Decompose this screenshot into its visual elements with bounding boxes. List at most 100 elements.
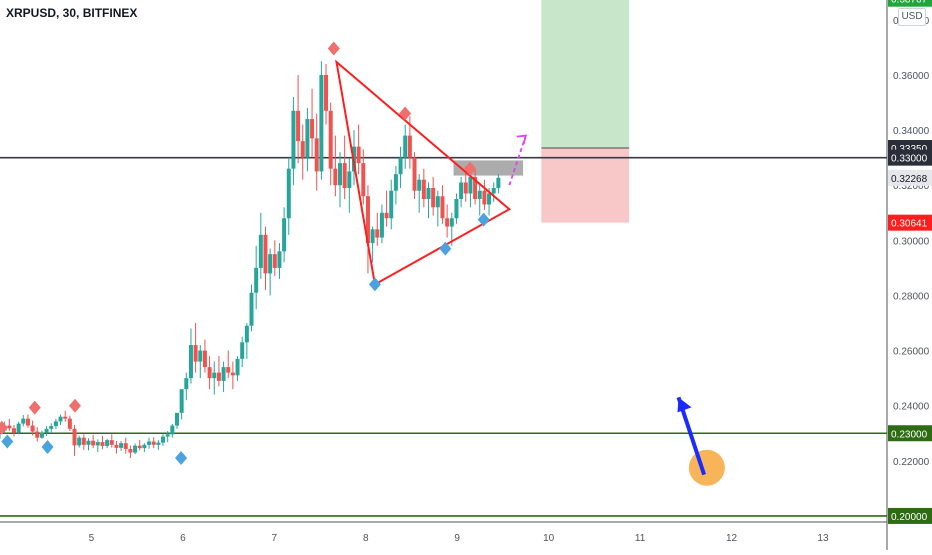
y-tick-label: 0.30000: [893, 236, 930, 247]
candle-body: [137, 445, 142, 449]
price-label-top: [888, 0, 932, 7]
position-loss-zone: [541, 148, 630, 223]
candle-body: [375, 229, 380, 238]
pivot-high-marker: [68, 398, 81, 413]
candle-body: [417, 179, 422, 191]
x-tick-label: 9: [454, 533, 460, 544]
candle-body: [7, 425, 12, 429]
candle-body: [449, 218, 454, 227]
candle-body: [496, 177, 501, 188]
candle-body: [105, 440, 110, 446]
price-label-stop: [888, 214, 932, 231]
candle-body: [370, 229, 375, 244]
candle-body: [482, 190, 487, 205]
candle-body: [193, 345, 198, 362]
candle-body: [454, 198, 459, 219]
price-label-level-033: [888, 149, 932, 166]
price-label-text-support-020: 0.20000: [891, 512, 928, 523]
candle-body: [277, 251, 282, 268]
candle-body: [435, 196, 440, 208]
candle-body: [379, 212, 384, 238]
price-label-text-top: 0.38767: [891, 0, 928, 6]
candle-body: [347, 171, 352, 188]
candle-body: [314, 138, 319, 172]
x-tick-label: 12: [726, 533, 738, 544]
candle-body: [459, 182, 464, 199]
candle-body: [221, 367, 226, 381]
candle-body: [333, 168, 338, 186]
candle-body: [100, 442, 105, 446]
consolidation-box: [453, 160, 524, 176]
candle-body: [254, 267, 259, 293]
candle-body: [328, 110, 333, 169]
candle-body: [170, 425, 175, 435]
candle-body: [296, 110, 301, 142]
candle-body: [249, 292, 254, 326]
candle-body: [421, 179, 426, 199]
x-tick-label: 5: [89, 533, 95, 544]
pivot-high-marker: [28, 400, 41, 415]
candle-body: [319, 74, 324, 172]
candle-body: [161, 436, 166, 443]
price-label-text-last: 0.32268: [891, 174, 928, 185]
candle-body: [21, 418, 26, 424]
candle-body: [91, 440, 96, 446]
candle-body: [67, 418, 72, 429]
candle-body: [53, 421, 58, 427]
price-label-text-support-023: 0.23000: [891, 429, 928, 440]
candle-body: [63, 416, 68, 419]
pivot-low-marker: [175, 451, 188, 466]
chart-title: XRPUSD, 30, BITFINEX: [6, 6, 138, 20]
price-label-support-020: [888, 507, 932, 524]
candle-body: [77, 437, 82, 446]
candle-body: [440, 196, 445, 219]
highlight-circle: [688, 449, 725, 486]
candle-body: [49, 426, 54, 429]
price-label-support-023: [888, 425, 932, 442]
x-tick-label: 13: [817, 533, 829, 544]
candle-body: [174, 412, 179, 426]
price-label-text-tp: 0.33350: [891, 144, 928, 155]
projection-arrow: [508, 135, 527, 186]
candle-body: [491, 187, 496, 194]
candle-body: [463, 182, 468, 194]
candle-body: [310, 119, 315, 139]
price-label-last: [888, 169, 932, 186]
projection-arrowhead: [516, 134, 527, 144]
candle-body: [403, 135, 408, 158]
y-tick-label: 0.28000: [893, 291, 930, 302]
candle-body: [393, 174, 398, 191]
candle-body: [338, 163, 343, 186]
candle-body: [109, 440, 114, 445]
pivot-low-marker: [439, 241, 452, 256]
candle-body: [407, 135, 412, 158]
candle-body: [133, 445, 138, 453]
x-tick-label: 10: [543, 533, 555, 544]
candle-body: [216, 372, 221, 381]
candle-body: [156, 442, 161, 445]
candle-body: [426, 187, 431, 199]
blue-arrowhead: [677, 397, 692, 413]
candle-body: [235, 358, 240, 376]
candle-body: [282, 218, 287, 252]
candle-body: [384, 212, 389, 219]
candle-body: [188, 345, 193, 379]
pivot-high-marker: [327, 41, 340, 56]
candle-body: [39, 432, 44, 438]
candle-body: [431, 187, 436, 208]
candle-body: [263, 234, 268, 274]
candle-body: [230, 372, 235, 376]
currency-badge[interactable]: USD: [898, 8, 926, 26]
candle-body: [119, 443, 124, 448]
candle-body: [268, 254, 273, 274]
candle-body: [398, 157, 403, 175]
candle-body: [95, 442, 100, 446]
position-profit-zone: [541, 0, 630, 149]
candle-body: [11, 428, 16, 433]
pivot-high-marker: [0, 420, 8, 435]
candle-body: [30, 425, 35, 432]
candle-body: [165, 434, 170, 437]
pivot-high-marker: [399, 106, 412, 121]
x-tick-label: 6: [180, 533, 186, 544]
